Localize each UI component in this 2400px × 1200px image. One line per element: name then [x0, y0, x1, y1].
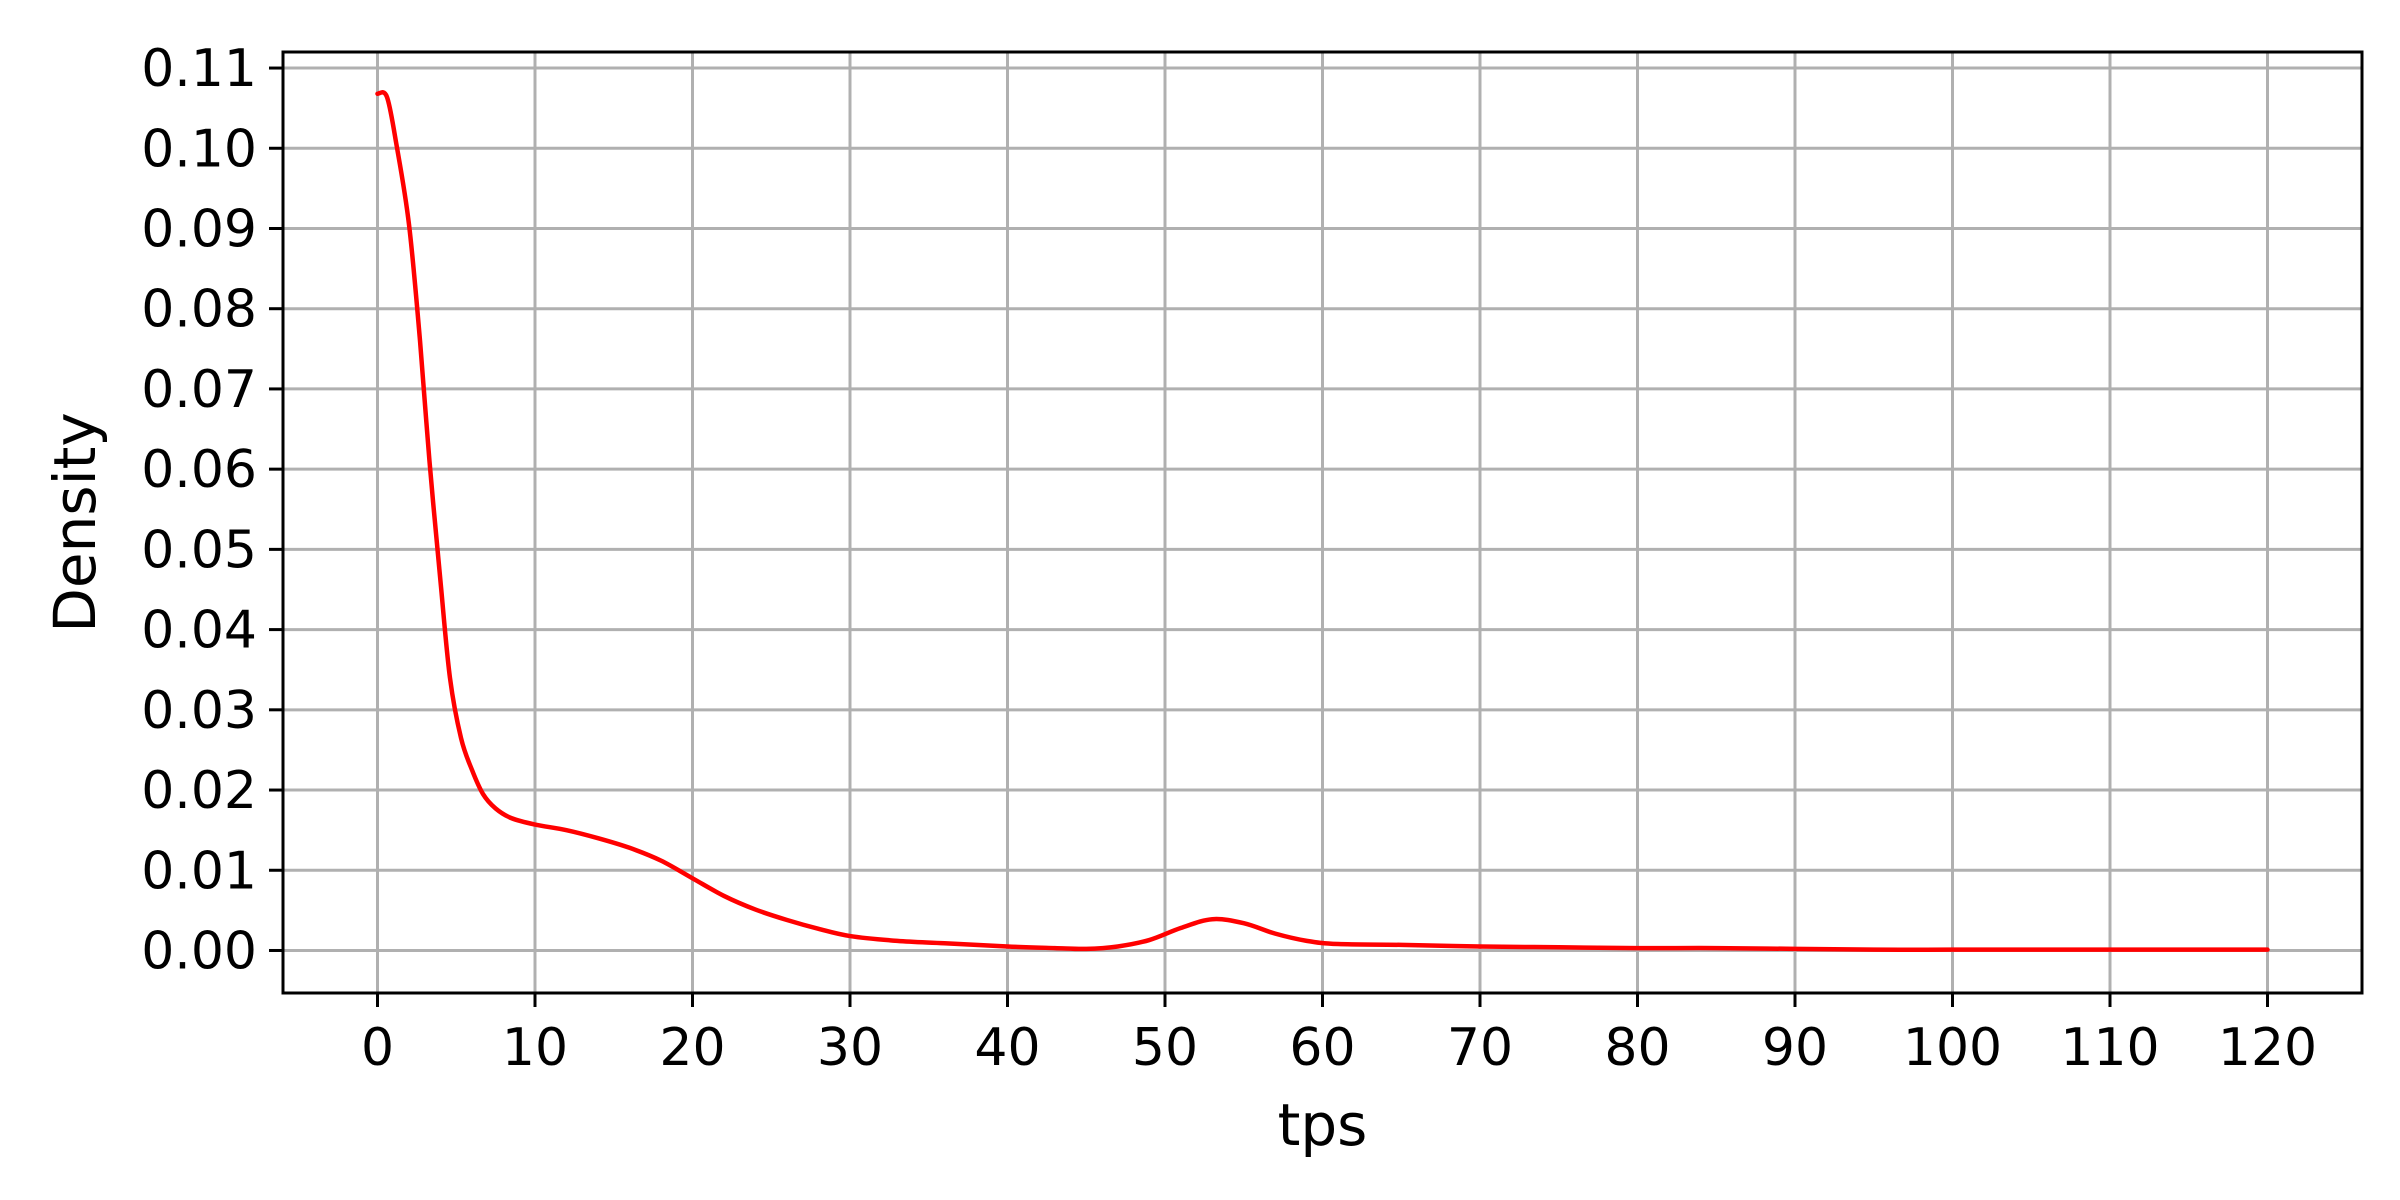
y-tick-label: 0.07 [141, 360, 257, 420]
x-tick-label: 40 [974, 1018, 1040, 1078]
x-tick-label: 120 [2218, 1018, 2317, 1078]
y-tick-label: 0.05 [141, 520, 257, 580]
axis-ticks: 0 10 20 30 40 50 60 70 80 90 100 110 120 0.00 0.01 0.02… [141, 39, 2317, 1078]
density-line [375, 90, 2270, 952]
x-tick-label: 0 [361, 1018, 394, 1078]
y-axis-label: Density [41, 412, 109, 633]
x-tick-label: 30 [817, 1018, 883, 1078]
x-tick-label: 80 [1604, 1018, 1670, 1078]
x-tick-label: 50 [1132, 1018, 1198, 1078]
y-tick-label: 0.11 [141, 39, 257, 99]
grid [283, 52, 2362, 993]
x-tick-label: 70 [1447, 1018, 1513, 1078]
x-tick-label: 10 [502, 1018, 568, 1078]
y-tick-label: 0.00 [141, 921, 257, 981]
y-tick-label: 0.01 [141, 841, 257, 901]
y-tick-label: 0.08 [141, 280, 257, 340]
x-tick-label: 90 [1762, 1018, 1828, 1078]
x-tick-label: 100 [1903, 1018, 2002, 1078]
y-tick-label: 0.04 [141, 601, 257, 661]
x-axis-label: tps [1278, 1091, 1368, 1159]
y-tick-label: 0.02 [141, 761, 257, 821]
y-tick-label: 0.06 [141, 440, 257, 500]
y-tick-label: 0.10 [141, 119, 257, 179]
x-tick-label: 20 [659, 1018, 725, 1078]
plot-frame [281, 50, 2364, 995]
y-tick-label: 0.09 [141, 199, 257, 259]
x-tick-label: 110 [2060, 1018, 2159, 1078]
x-tick-label: 60 [1289, 1018, 1355, 1078]
y-tick-label: 0.03 [141, 681, 257, 741]
